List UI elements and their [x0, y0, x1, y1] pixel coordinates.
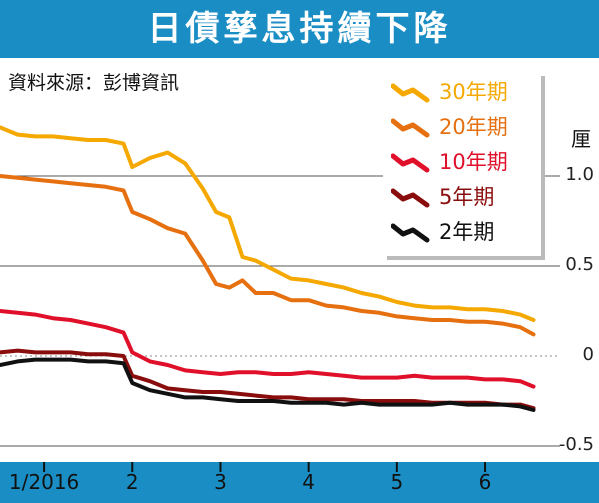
series-line: [0, 125, 536, 322]
series-lines: [0, 125, 536, 412]
y-tick-label: 0.5: [565, 254, 594, 275]
legend-swatch: [391, 83, 430, 103]
x-tick-label: 3: [214, 470, 227, 494]
y-tick-label: 0: [582, 344, 594, 365]
legend-swatch: [391, 118, 430, 138]
x-tick-marks: [43, 462, 487, 472]
title-banner: [0, 0, 599, 58]
series-line: [0, 174, 536, 337]
y-tick-label: 1.0: [565, 164, 594, 185]
page-title: 日債孳息持續下降: [147, 9, 452, 49]
legend-swatch: [391, 153, 430, 173]
legend-label: 2年期: [439, 220, 495, 244]
legend-label: 10年期: [439, 150, 508, 174]
x-tick-label: 5: [390, 470, 404, 494]
y-axis-unit: 厘: [571, 127, 591, 151]
x-tick-label: 2: [125, 470, 139, 494]
legend-label: 30年期: [439, 80, 508, 104]
x-tick-label: 6: [478, 470, 492, 494]
legend-item: 20年期: [391, 113, 541, 141]
series-line: [0, 357, 536, 412]
x-axis-bar: [0, 462, 599, 503]
legend-item: 30年期: [391, 78, 541, 106]
y-tick-label: -0.5: [558, 434, 594, 455]
x-tick-label: 4: [302, 470, 316, 494]
legend-label: 5年期: [439, 185, 495, 209]
legend-item: 2年期: [391, 218, 541, 246]
x-tick-label: 1/2016: [8, 470, 80, 494]
source-note: 資料來源：彭博資訊: [8, 72, 180, 94]
legend: 30年期 20年期 10年期 5年期 2年期: [383, 72, 541, 256]
legend-label: 20年期: [439, 115, 508, 139]
legend-swatch: [391, 223, 430, 243]
series-line: [0, 309, 536, 389]
legend-swatch: [391, 188, 430, 208]
legend-item: 5年期: [391, 183, 541, 211]
legend-item: 10年期: [391, 148, 541, 176]
